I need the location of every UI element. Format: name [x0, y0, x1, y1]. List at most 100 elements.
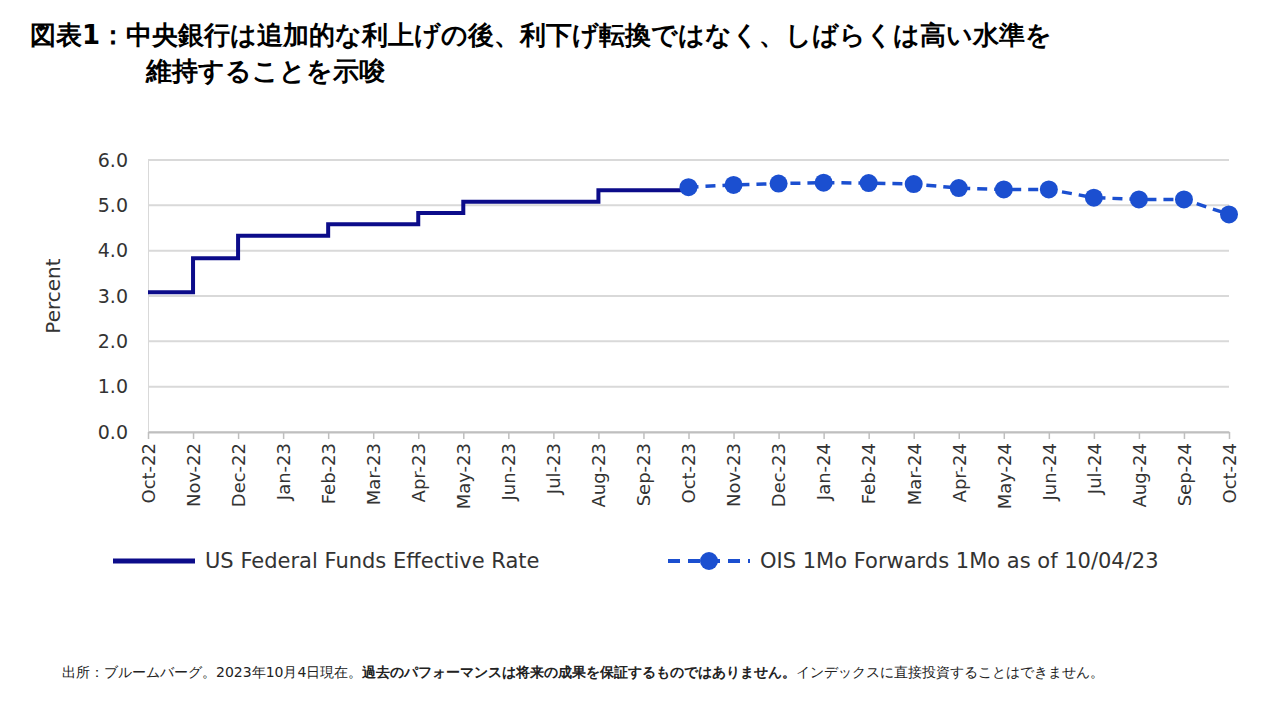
- x-tick-label: Nov-22: [183, 443, 204, 507]
- x-tick-label: Mar-23: [363, 443, 384, 505]
- x-tick-mark: [373, 432, 375, 439]
- series-marker: [770, 175, 788, 193]
- y-tick: 2.0: [98, 330, 148, 352]
- series-marker: [680, 178, 698, 196]
- y-axis-title: Percent: [41, 258, 65, 333]
- x-tick-label: Jun-23: [498, 443, 519, 502]
- title-line: 維持することを示唆: [145, 56, 385, 86]
- x-tick-label: Sep-24: [1174, 443, 1195, 506]
- legend: US Federal Funds Effective Rate OIS 1Mo F…: [113, 549, 1159, 573]
- x-tick: Oct-22: [138, 432, 159, 504]
- legend-label: US Federal Funds Effective Rate: [205, 549, 539, 573]
- series-marker: [1175, 190, 1193, 208]
- x-tick-label: May-23: [453, 443, 474, 509]
- x-tick-mark: [1094, 432, 1096, 439]
- x-tick-mark: [148, 432, 150, 439]
- series-line: [148, 190, 689, 292]
- series-marker: [995, 180, 1013, 198]
- x-tick-label: Nov-23: [723, 443, 744, 507]
- x-tick-label: Jul-24: [1084, 443, 1105, 495]
- x-tick: Oct-23: [678, 432, 699, 504]
- series-marker: [1220, 205, 1238, 223]
- x-tick: Dec-22: [228, 432, 249, 507]
- x-tick: Oct-24: [1219, 432, 1240, 504]
- grid-line: [148, 250, 1229, 252]
- footnote-part: 過去のパフォーマンスは将来の成果を保証するものではありません。: [362, 664, 796, 680]
- x-tick: Jan-24: [813, 432, 834, 501]
- series-marker: [860, 174, 878, 192]
- series-marker: [1085, 189, 1103, 207]
- y-tick-label: 0.0: [98, 421, 128, 443]
- x-tick-mark: [868, 432, 870, 439]
- y-axis: 0.0 1.0 2.0 3.0 4.0 5.0 6.0: [98, 149, 149, 443]
- x-tick-label: Jan-23: [273, 443, 294, 501]
- x-tick: Nov-22: [183, 432, 204, 507]
- y-tick: 1.0: [98, 375, 148, 397]
- x-tick-label: Oct-24: [1219, 443, 1240, 504]
- legend-swatch: [113, 559, 195, 564]
- x-tick-label: Apr-24: [949, 443, 970, 502]
- x-tick: Feb-24: [858, 432, 879, 504]
- x-tick-mark: [553, 432, 555, 439]
- x-tick-label: Aug-24: [1129, 443, 1150, 508]
- footnote-part: インデックスに直接投資することはできません。: [796, 664, 1104, 680]
- x-tick-mark: [1229, 432, 1231, 439]
- x-tick-label: Sep-23: [633, 443, 654, 506]
- x-tick-mark: [1004, 432, 1006, 439]
- x-tick-label: Oct-22: [138, 443, 159, 504]
- x-tick-mark: [463, 432, 465, 439]
- x-tick-label: Feb-23: [318, 443, 339, 504]
- series-marker: [815, 174, 833, 192]
- x-tick: May-24: [994, 432, 1015, 509]
- series-marker: [725, 176, 743, 194]
- grid-line: [148, 386, 1229, 388]
- chart: 図表1：中央銀行は追加的な利上げの後、利下げ転換ではなく、しばらくは高い水準を維…: [0, 0, 1280, 720]
- x-tick-mark: [733, 432, 735, 439]
- x-tick-mark: [643, 432, 645, 439]
- x-tick-label: Apr-23: [408, 443, 429, 502]
- x-tick-mark: [1184, 432, 1186, 439]
- x-tick-mark: [959, 432, 961, 439]
- y-tick: 0.0: [98, 421, 148, 443]
- x-tick-label: Feb-24: [858, 443, 879, 504]
- x-tick: Mar-24: [904, 432, 925, 505]
- x-tick-label: Jun-24: [1039, 443, 1060, 502]
- x-tick-mark: [913, 432, 915, 439]
- y-tick: 3.0: [98, 285, 148, 307]
- y-tick-label: 6.0: [98, 149, 128, 171]
- x-tick: Jun-23: [498, 432, 519, 502]
- x-tick-mark: [418, 432, 420, 439]
- grid: [148, 160, 1229, 432]
- footnote: 出所：ブルームバーグ。2023年10月4日現在。過去のパフォーマンスは将来の成果…: [62, 662, 1202, 682]
- x-tick-mark: [328, 432, 330, 439]
- x-tick-mark: [688, 432, 690, 439]
- x-tick: Aug-24: [1129, 432, 1150, 508]
- x-tick: Sep-23: [633, 432, 654, 506]
- x-tick: Jul-24: [1084, 432, 1105, 495]
- x-tick-mark: [1049, 432, 1051, 439]
- y-tick: 4.0: [98, 239, 148, 261]
- x-tick-label: Dec-22: [228, 443, 249, 507]
- x-tick: May-23: [453, 432, 474, 509]
- x-tick: Sep-24: [1174, 432, 1195, 506]
- legend-marker: [700, 552, 718, 570]
- x-tick-label: May-24: [994, 443, 1015, 509]
- title-line: 図表1：中央銀行は追加的な利上げの後、利下げ転換ではなく、しばらくは高い水準を: [30, 20, 1052, 50]
- legend-label: OIS 1Mo Forwards 1Mo as of 10/04/23: [760, 549, 1159, 573]
- x-tick: Mar-23: [363, 432, 384, 505]
- x-tick-label: Oct-23: [678, 443, 699, 504]
- title: 図表1：中央銀行は追加的な利上げの後、利下げ転換ではなく、しばらくは高い水準を維…: [30, 20, 1052, 86]
- series-marker: [1040, 180, 1058, 198]
- grid-line: [148, 295, 1229, 297]
- x-tick-label: Aug-23: [588, 443, 609, 508]
- y-tick-label: 5.0: [98, 194, 128, 216]
- x-tick-mark: [283, 432, 285, 439]
- y-tick: 6.0: [98, 149, 148, 171]
- y-tick-label: 3.0: [98, 285, 128, 307]
- x-tick: Nov-23: [723, 432, 744, 507]
- x-tick: Jun-24: [1039, 432, 1060, 502]
- plot-area: [148, 174, 1238, 293]
- x-tick: Jan-23: [273, 432, 294, 501]
- x-tick-mark: [598, 432, 600, 439]
- y-tick: 5.0: [98, 194, 148, 216]
